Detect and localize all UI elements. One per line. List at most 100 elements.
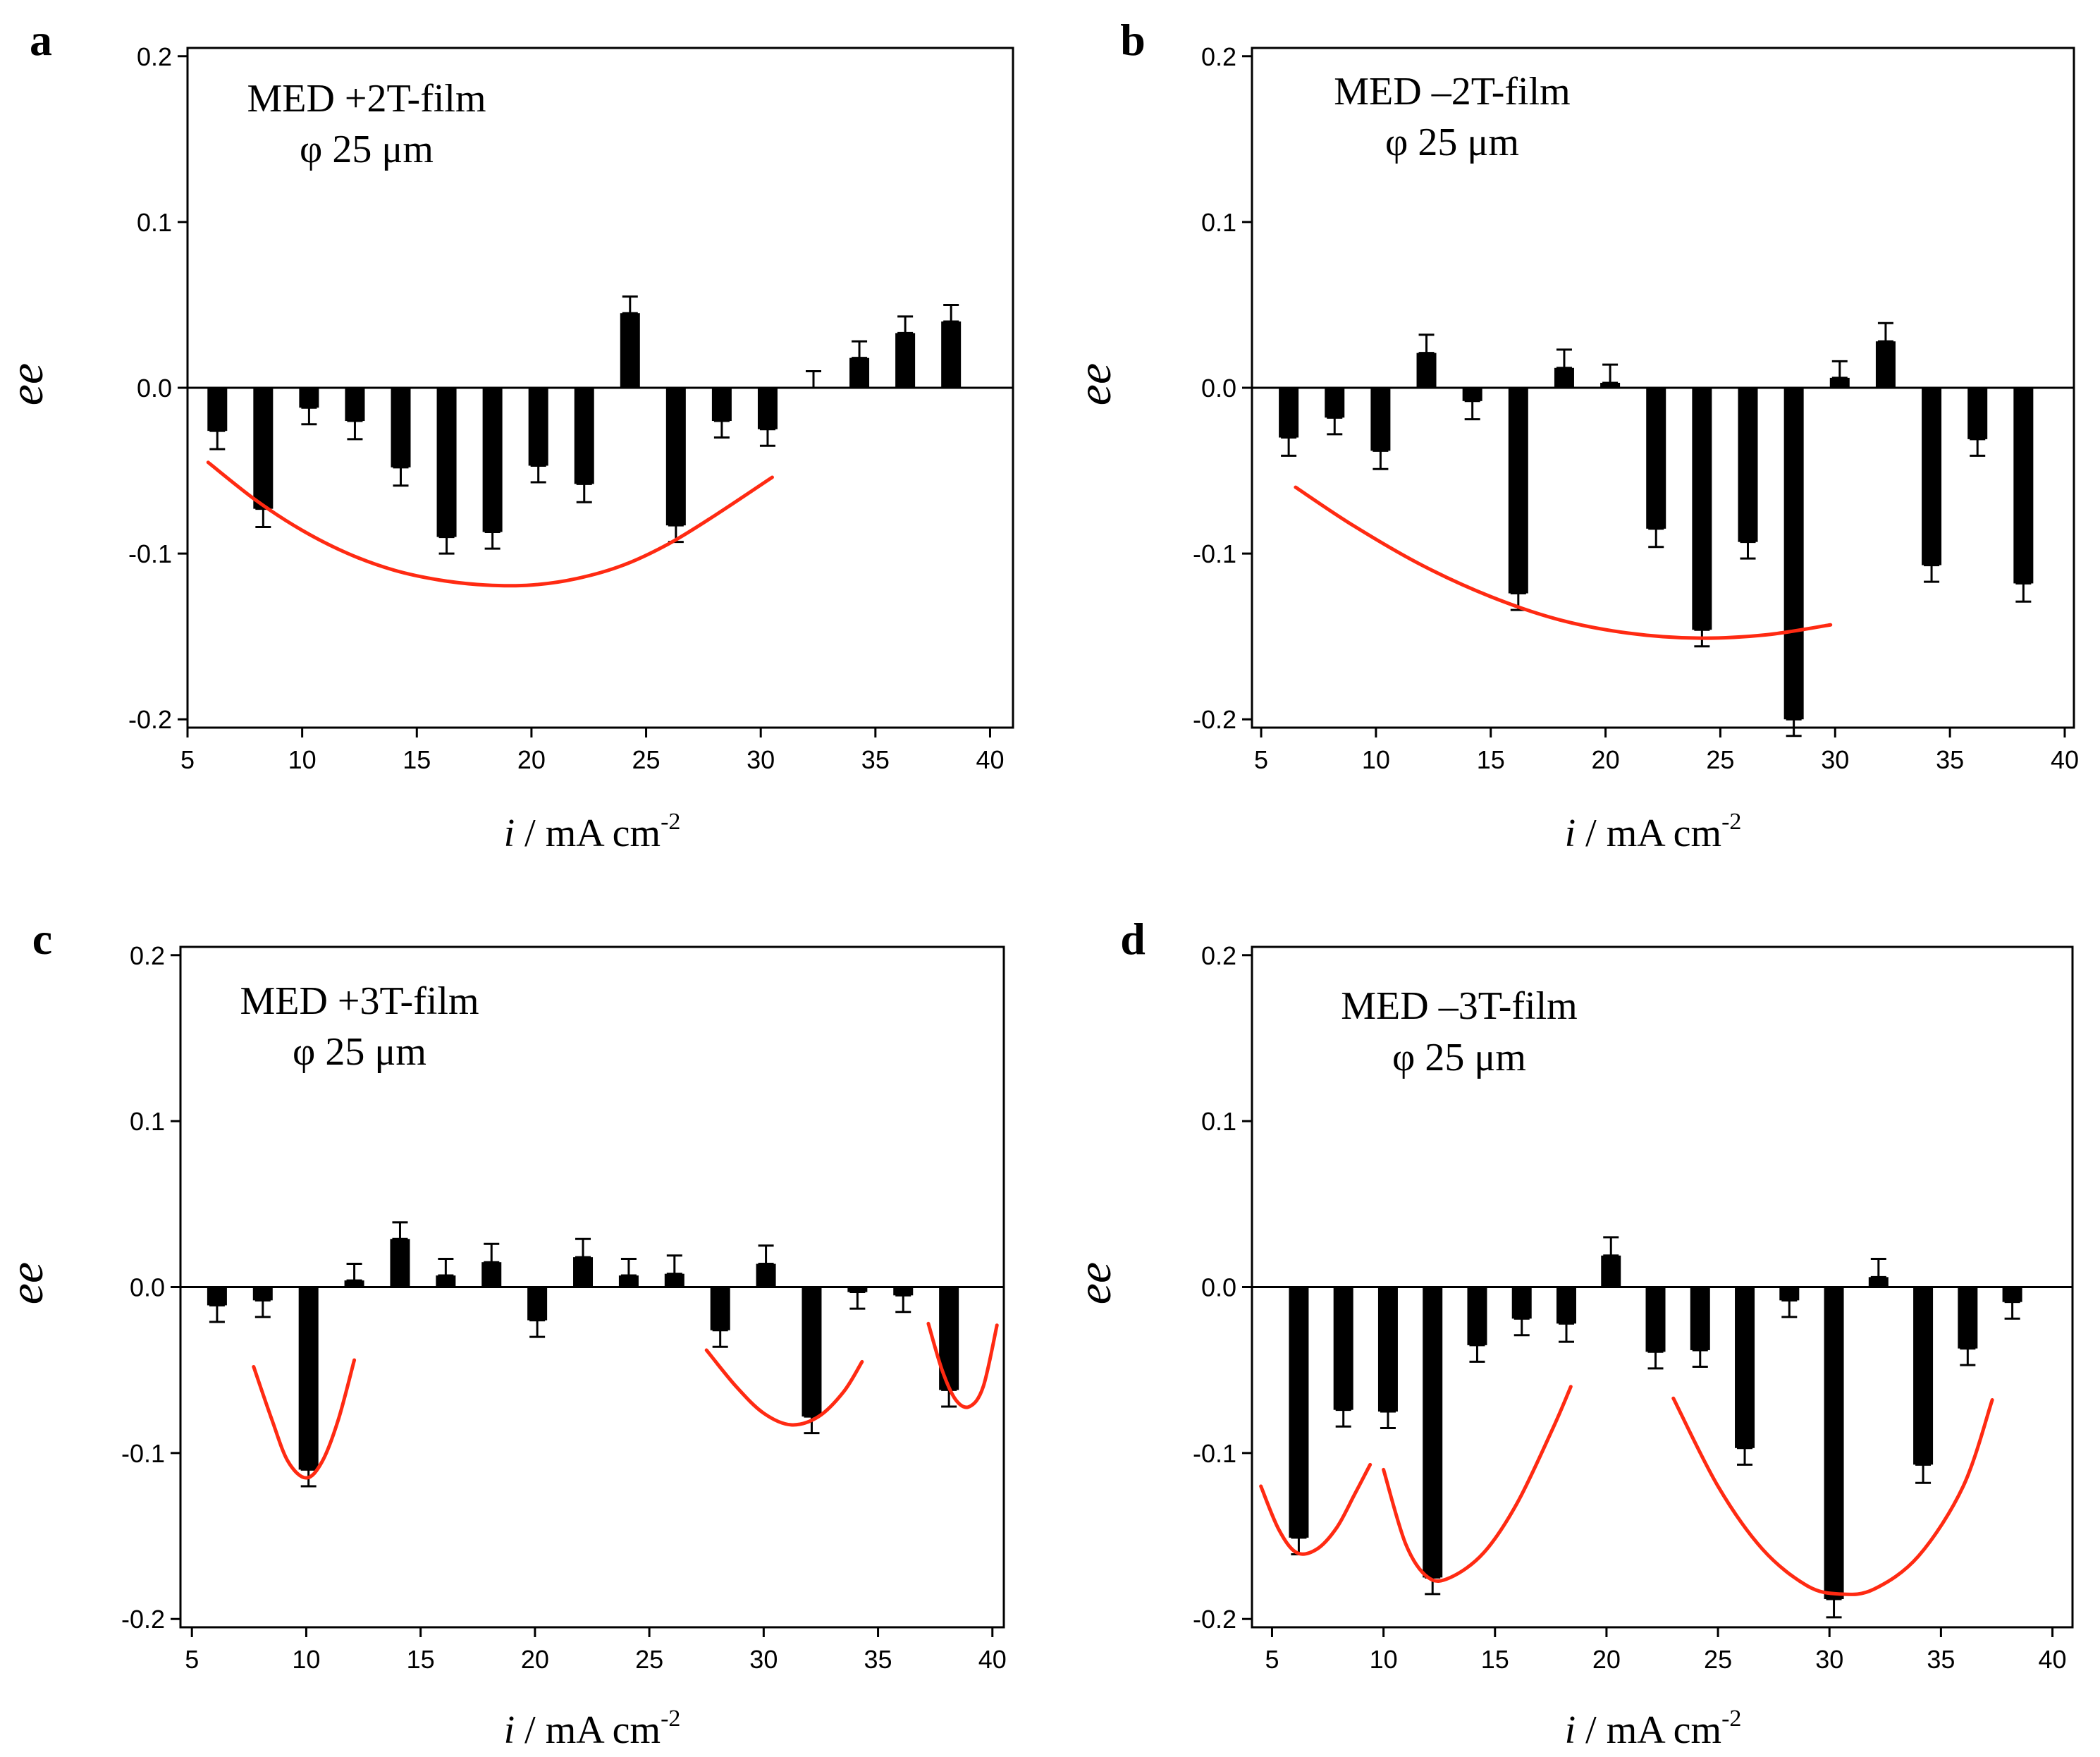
data-bar (1868, 1277, 1889, 1287)
data-bar (895, 333, 916, 388)
data-bar (207, 1287, 227, 1306)
data-bar (1779, 1287, 1800, 1301)
panel-letter: b (1120, 15, 1146, 65)
y-tick-label: 0.1 (1201, 208, 1236, 237)
data-bar (1279, 388, 1299, 438)
data-bar (482, 388, 503, 532)
data-bar (436, 1275, 456, 1287)
y-tick-label: 0.2 (137, 42, 172, 71)
panel-letter: d (1120, 914, 1146, 964)
x-tick-label: 15 (1481, 1645, 1509, 1674)
data-bar (1467, 1287, 1487, 1345)
x-tick-label: 20 (517, 745, 546, 774)
y-tick-label: -0.1 (121, 1439, 165, 1468)
x-axis-label: i / mA cm-2 (504, 1706, 681, 1752)
x-tick-label: 20 (1592, 1645, 1621, 1674)
x-tick-label: 40 (2039, 1645, 2067, 1674)
panel-subtitle: φ 25 μm (1385, 121, 1519, 164)
panel-title: MED –3T-film (1341, 984, 1577, 1028)
y-tick-label: -0.1 (128, 539, 172, 568)
data-bar (2002, 1287, 2022, 1302)
y-axis-label: ee (0, 363, 53, 405)
y-tick-label: -0.2 (121, 1605, 165, 1634)
data-bar (710, 1287, 730, 1330)
x-tick-label: 35 (864, 1645, 892, 1674)
x-axis-label-units: / mA cm (515, 812, 661, 855)
x-tick-label: 30 (1815, 1645, 1843, 1674)
y-tick-label: -0.2 (128, 705, 172, 734)
y-tick-label: 0.2 (130, 941, 165, 970)
fit-curve (252, 1358, 357, 1480)
x-axis-label-units: / mA cm (1576, 1708, 1721, 1752)
data-bar (1289, 1287, 1309, 1538)
y-tick-label: -0.1 (1193, 1439, 1236, 1468)
x-axis-label-exponent: -2 (1721, 1706, 1741, 1732)
data-bar (757, 388, 778, 429)
x-tick-label: 30 (749, 1645, 778, 1674)
data-bar (1333, 1287, 1353, 1410)
data-bar (1692, 388, 1712, 630)
x-tick-label: 25 (635, 1645, 663, 1674)
y-tick-label: -0.2 (1193, 1605, 1236, 1634)
data-bar (574, 388, 594, 484)
fit-curve (1671, 1396, 1994, 1596)
x-axis-label-symbol: i (1565, 1708, 1576, 1752)
data-bar (1646, 388, 1666, 529)
data-bar (207, 388, 228, 431)
x-tick-label: 5 (180, 745, 195, 774)
data-bar (1829, 377, 1850, 388)
data-bar (253, 388, 274, 509)
panel-title: MED +3T-film (240, 979, 479, 1023)
x-tick-label: 30 (1821, 745, 1849, 774)
data-bar (1875, 341, 1896, 388)
data-bar (1377, 1287, 1398, 1412)
data-bar (1511, 1287, 1532, 1319)
data-bar (1967, 388, 1988, 439)
data-bar (1824, 1287, 1844, 1599)
data-bar (1600, 382, 1621, 388)
data-bar (665, 388, 686, 526)
data-bar (1958, 1287, 1978, 1349)
x-tick-label: 5 (1254, 745, 1268, 774)
data-bar (344, 1280, 364, 1287)
data-bar (436, 388, 457, 537)
data-bar (299, 388, 319, 408)
x-tick-label: 20 (1592, 745, 1620, 774)
y-tick-label: 0.2 (1201, 941, 1236, 970)
data-bar (481, 1262, 502, 1287)
data-bar (390, 1239, 410, 1287)
data-bar (1783, 388, 1804, 720)
data-bar (1601, 1255, 1621, 1287)
data-bar (941, 321, 962, 388)
data-bar (1370, 388, 1391, 451)
fit-curve (1382, 1385, 1573, 1584)
y-axis-label: ee (1067, 1262, 1121, 1304)
x-tick-label: 10 (292, 1645, 320, 1674)
plot-area: -0.2 -0.1 0.0 0.1 0.2 5 10 15 20 25 30 35 40 (1193, 42, 2079, 774)
x-tick-label: 5 (185, 1645, 199, 1674)
data-bar (528, 388, 548, 466)
x-axis-label: i / mA cm-2 (1565, 809, 1742, 855)
x-tick-label: 15 (407, 1645, 435, 1674)
panel-letter: a (30, 15, 52, 65)
y-tick-label: 0.0 (1201, 1273, 1236, 1302)
data-bar (1735, 1287, 1755, 1448)
fit-curve (1259, 1462, 1373, 1556)
x-axis-label-exponent: -2 (661, 1706, 680, 1732)
data-bar (1556, 1287, 1576, 1324)
panel-letter: c (32, 914, 52, 964)
panel-title: MED –2T-film (1334, 70, 1570, 114)
data-bar (1508, 388, 1528, 594)
fit-curve (1294, 485, 1833, 640)
plot-area: -0.2 -0.1 0.0 0.1 0.2 5 10 15 20 25 30 35 40 (121, 941, 1007, 1674)
y-axis-label: ee (1067, 363, 1121, 405)
data-bar (849, 357, 870, 388)
data-bar (618, 1275, 639, 1287)
x-axis-label-symbol: i (1565, 812, 1576, 855)
data-bar (1462, 388, 1482, 401)
data-bar (620, 313, 640, 388)
data-bar (573, 1257, 594, 1287)
data-bar (298, 1287, 319, 1470)
panel-title: MED +2T-film (247, 77, 486, 121)
